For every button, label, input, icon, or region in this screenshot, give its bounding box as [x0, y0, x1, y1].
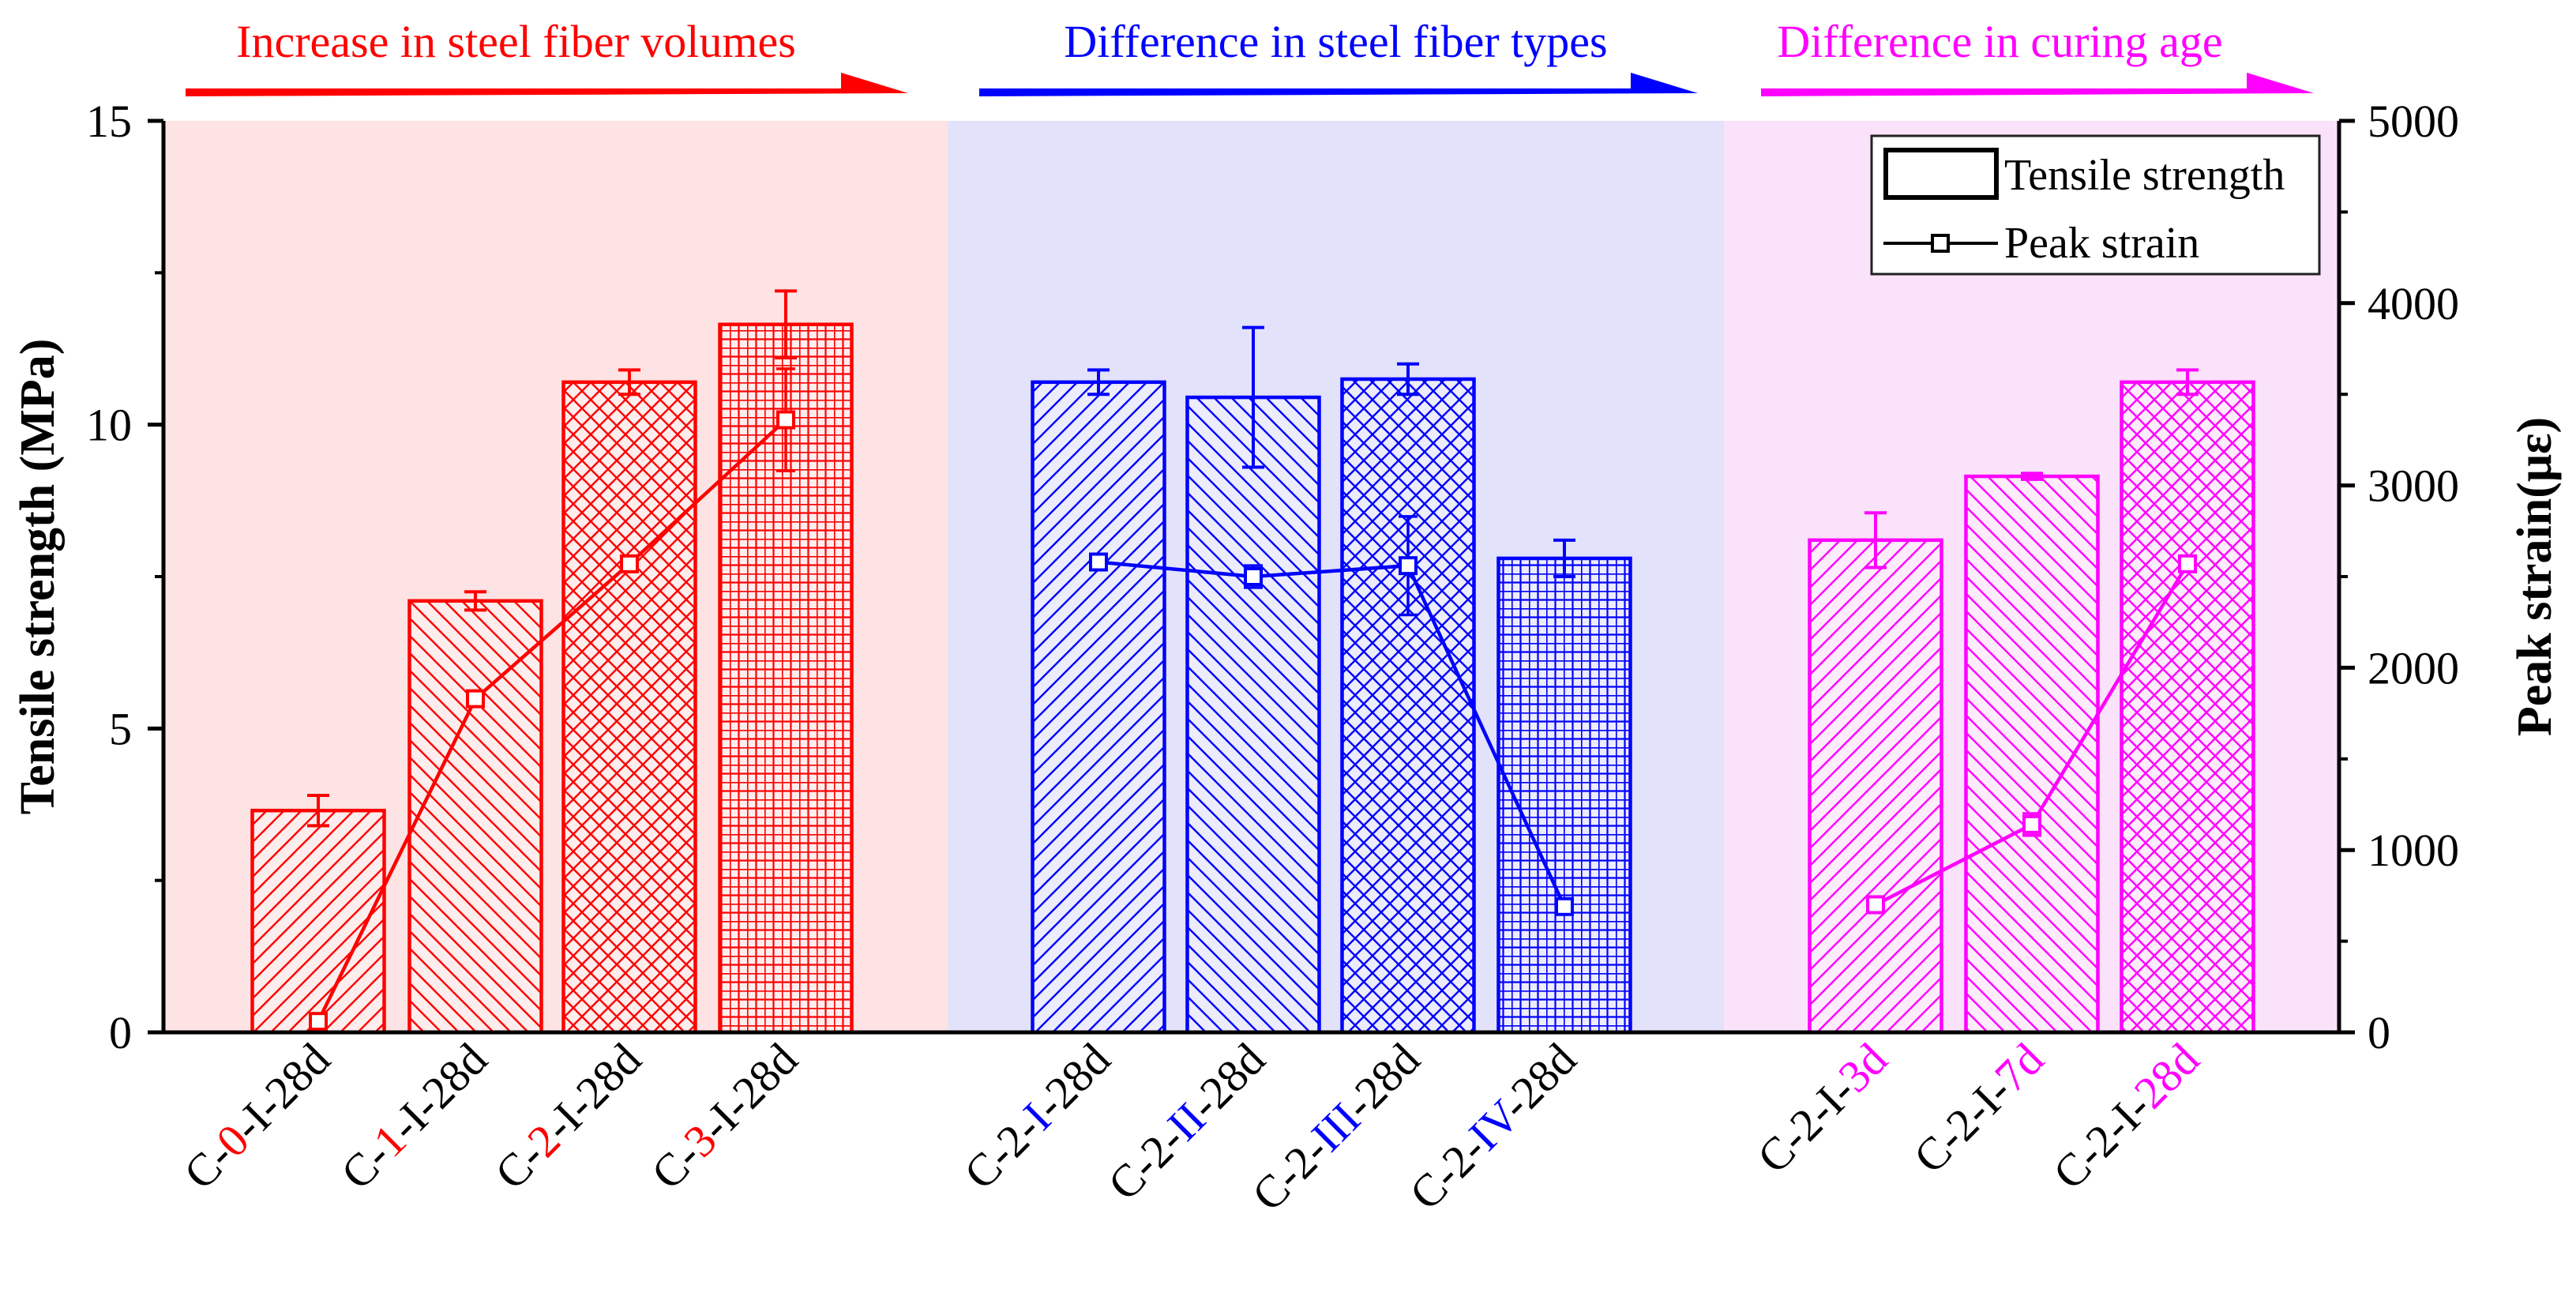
x-tick-label: C-1-I-28d: [331, 1033, 497, 1199]
group-title: Difference in steel fiber types: [1064, 16, 1607, 67]
strength-error-bar: [1864, 511, 1887, 569]
x-tick-label: C-2-I-7d: [1904, 1033, 2053, 1182]
legend: Tensile strength Peak strain: [1870, 134, 2321, 276]
legend-line-marker: [1931, 234, 1950, 253]
strength-error-bar: [618, 368, 640, 397]
strain-marker: [309, 1012, 328, 1032]
bar: [250, 808, 386, 1035]
y2-tick-label: 2000: [2368, 642, 2459, 693]
bar: [1808, 538, 1943, 1035]
y2-tick-label: 0: [2368, 1007, 2390, 1058]
y-axis-title: Tensile strength (MPa): [11, 339, 65, 815]
strain-line: [316, 418, 787, 1023]
x-tick-label: C-2-I-28d: [485, 1033, 651, 1199]
strength-error-bar: [2176, 368, 2199, 397]
y-tick-label: 0: [109, 1007, 132, 1058]
strain-marker: [466, 689, 485, 709]
strength-error-bar: [307, 793, 329, 828]
group-title: Increase in steel fiber volumes: [236, 16, 796, 67]
group-arrow: [979, 73, 1698, 96]
bar: [1964, 474, 2100, 1035]
bar: [1031, 380, 1166, 1035]
bar: [1496, 556, 1632, 1035]
strength-error-bar: [775, 289, 797, 360]
y2-tick-label: 1000: [2368, 825, 2459, 876]
strain-marker: [1866, 895, 1885, 915]
legend-line-label: Peak strain: [2004, 219, 2199, 268]
strain-marker: [1244, 567, 1263, 586]
bar: [718, 322, 854, 1035]
strength-error-bar: [1397, 362, 1419, 397]
y2-axis-title: Peak strain(με): [2508, 417, 2562, 736]
strain-marker: [1555, 896, 1574, 916]
legend-bar-label: Tensile strength: [2004, 151, 2285, 200]
x-tick-label: C-0-I-28d: [174, 1033, 340, 1199]
x-tick-label: C-2-III-28d: [1242, 1033, 1429, 1220]
strain-marker: [1399, 556, 1418, 576]
strength-error-bar: [1242, 325, 1264, 469]
y2-tick-label: 4000: [2368, 278, 2459, 329]
strain-line: [1098, 560, 1567, 908]
x-tick-label: C-2-IV-28d: [1399, 1033, 1586, 1220]
y-tick-label: 5: [109, 703, 132, 754]
bar: [561, 380, 697, 1035]
strain-marker: [620, 554, 639, 573]
y2-tick-label: 3000: [2368, 460, 2459, 512]
x-tick-label: C-2-I-28d: [2043, 1033, 2209, 1199]
strain-marker: [2178, 554, 2197, 573]
x-tick-label: C-2-I-28d: [954, 1033, 1120, 1199]
strain-marker: [2022, 814, 2041, 834]
legend-bar-swatch: [1883, 148, 1999, 200]
bar: [1340, 377, 1476, 1035]
y-tick-label: 10: [86, 400, 132, 451]
strength-error-bar: [2021, 472, 2043, 481]
strain-marker: [1089, 552, 1108, 572]
group-arrow: [1761, 73, 2314, 96]
group-title: Difference in curing age: [1777, 16, 2222, 67]
strength-error-bar: [1553, 538, 1575, 578]
bar: [1185, 395, 1321, 1035]
bar: [2120, 380, 2255, 1035]
strength-error-bar: [1087, 368, 1110, 397]
strain-marker: [776, 410, 795, 430]
y2-tick-label: 5000: [2368, 96, 2459, 147]
bar: [407, 599, 543, 1035]
x-tick-label: C-3-I-28d: [641, 1033, 807, 1199]
group-arrow: [186, 73, 908, 96]
x-tick-label: C-2-I-3d: [1748, 1033, 1897, 1182]
strength-error-bar: [464, 590, 486, 612]
y-tick-label: 15: [86, 96, 132, 147]
